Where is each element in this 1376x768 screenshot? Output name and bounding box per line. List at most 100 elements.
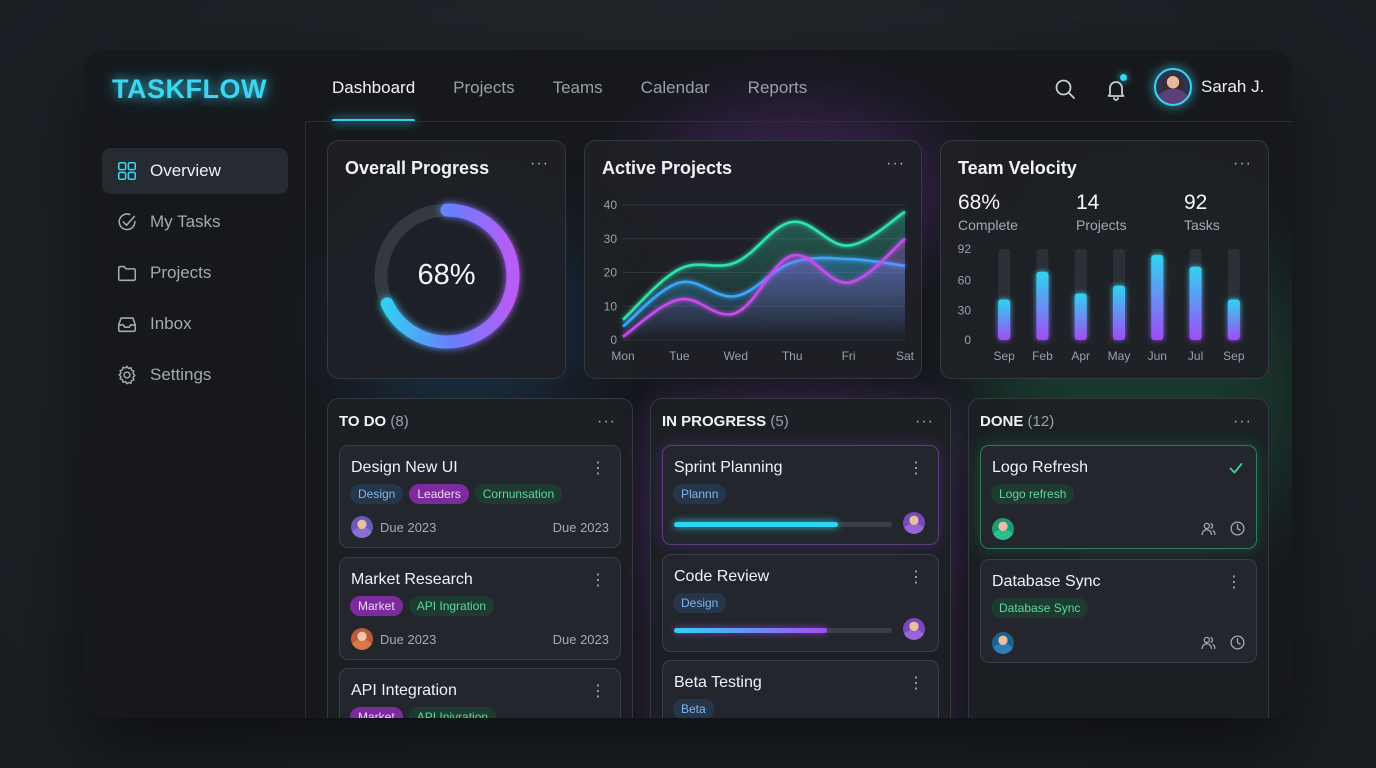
overall-progress-card: Overall Progress ··· 68%	[327, 140, 566, 379]
task-menu-icon[interactable]: ⋮	[1226, 574, 1242, 591]
nav-projects[interactable]: Projects	[453, 78, 515, 97]
x-tick-label: May	[1108, 349, 1131, 363]
avatar	[992, 518, 1014, 540]
due-date: Due 2023	[552, 632, 609, 647]
sidebar: Overview My Tasks Projects Inbox	[84, 122, 305, 718]
progress-bar-fill	[674, 522, 838, 527]
more-options-icon[interactable]: ···	[886, 155, 905, 172]
users-icon[interactable]	[1200, 634, 1217, 651]
more-options-icon[interactable]: ···	[1233, 413, 1252, 430]
task-footer: Due 2023 Due 2023	[351, 516, 609, 538]
x-tick-label: Jun	[1148, 349, 1167, 363]
bar	[998, 299, 1011, 340]
tag: Cornunsation	[474, 484, 563, 504]
task-menu-icon[interactable]: ⋮	[590, 683, 606, 700]
bar	[1151, 254, 1164, 340]
avatar	[1154, 68, 1192, 106]
sidebar-item-inbox[interactable]: Inbox	[102, 301, 288, 347]
task-card[interactable]: Beta Testing ⋮ Beta	[662, 660, 939, 718]
stat-label: Tasks	[1184, 217, 1220, 233]
more-options-icon[interactable]: ···	[1233, 155, 1252, 172]
column-header: DONE (12)	[980, 413, 1054, 430]
task-card[interactable]: Market Research ⋮ Market API Ingration D…	[339, 557, 621, 660]
tag-list: Database Sync	[991, 598, 1094, 618]
column-header: IN PROGRESS (5)	[662, 413, 789, 430]
tag-list: Plannn	[673, 484, 732, 504]
progress-bar-fill	[674, 628, 827, 633]
task-card[interactable]: Database Sync ⋮ Database Sync	[980, 559, 1257, 663]
search-icon[interactable]	[1053, 77, 1077, 101]
tag: Market	[350, 596, 403, 616]
sidebar-item-my-tasks[interactable]: My Tasks	[102, 199, 288, 245]
user-menu[interactable]: Sarah J.	[1154, 68, 1264, 106]
column-count: (5)	[770, 413, 789, 430]
card-title: Active Projects	[602, 158, 733, 178]
bell-icon[interactable]	[1104, 74, 1128, 101]
card-title: Team Velocity	[958, 158, 1077, 178]
app-window: TASKFLOW Dashboard Projects Teams Calend…	[84, 50, 1292, 718]
users-icon[interactable]	[1200, 520, 1217, 537]
kanban-column-in-progress: IN PROGRESS (5) ··· Sprint Planning ⋮ Pl…	[650, 398, 951, 718]
nav-reports[interactable]: Reports	[747, 78, 808, 97]
avatar	[351, 628, 373, 650]
task-menu-icon[interactable]: ⋮	[908, 675, 924, 692]
check-icon[interactable]	[1228, 460, 1244, 476]
inbox-icon	[117, 317, 137, 333]
tag: Logo refresh	[991, 484, 1075, 504]
task-card[interactable]: Sprint Planning ⋮ Plannn	[662, 445, 939, 545]
task-menu-icon[interactable]: ⋮	[908, 569, 924, 586]
column-title: IN PROGRESS	[662, 413, 767, 430]
clock-icon[interactable]	[1229, 634, 1246, 651]
avatar	[903, 618, 925, 640]
x-tick-label: Tue	[669, 349, 690, 363]
sidebar-item-settings[interactable]: Settings	[102, 352, 288, 398]
progress-ring	[374, 203, 520, 349]
nav-teams[interactable]: Teams	[552, 78, 603, 97]
x-tick-label: Wed	[724, 349, 748, 363]
task-card[interactable]: API Integration ⋮ Market API Inivration	[339, 668, 621, 718]
more-options-icon[interactable]: ···	[597, 413, 616, 430]
sidebar-divider	[305, 122, 306, 718]
stat-value: 68%	[958, 191, 1001, 214]
y-tick-label: 92	[958, 242, 972, 256]
progress-bar	[674, 522, 892, 527]
more-options-icon[interactable]: ···	[915, 413, 934, 430]
nav-dashboard[interactable]: Dashboard	[332, 50, 416, 122]
tag: Design	[673, 593, 727, 613]
stat-value: 92	[1184, 191, 1208, 214]
x-tick-label: Feb	[1032, 349, 1053, 363]
task-card[interactable]: Logo Refresh Logo refresh	[980, 445, 1257, 549]
bar	[1227, 299, 1240, 340]
nav-calendar[interactable]: Calendar	[640, 78, 710, 97]
y-tick-label: 20	[604, 266, 618, 280]
task-menu-icon[interactable]: ⋮	[590, 460, 606, 477]
bar	[1036, 271, 1049, 340]
more-options-icon[interactable]: ···	[530, 155, 549, 172]
grid-icon	[117, 161, 137, 181]
tag-list: Logo refresh	[991, 484, 1080, 504]
stat-label: Complete	[958, 217, 1018, 233]
column-title: TO DO	[339, 413, 387, 430]
sidebar-item-overview[interactable]: Overview	[102, 148, 288, 194]
task-card[interactable]: Design New UI ⋮ Design Leaders Cornunsat…	[339, 445, 621, 548]
x-tick-label: Fri	[842, 349, 856, 363]
task-actions	[1188, 634, 1246, 651]
tag-list: Design Leaders Cornunsation	[350, 484, 568, 504]
series-area	[623, 238, 905, 340]
stat-value: 14	[1076, 191, 1100, 214]
task-card[interactable]: Code Review ⋮ Design	[662, 554, 939, 652]
y-tick-label: 60	[958, 274, 972, 288]
due-date: Due 2023	[380, 520, 437, 535]
column-title: DONE	[980, 413, 1024, 430]
task-menu-icon[interactable]: ⋮	[908, 460, 924, 477]
app-logo[interactable]: TASKFLOW	[112, 74, 267, 104]
avatar	[903, 512, 925, 534]
folder-icon	[117, 265, 137, 282]
tag-list: Beta	[673, 699, 720, 718]
active-projects-line-chart: 0 10 20 30 40 Mon Tue Wed Thu Fri Sat	[604, 198, 915, 363]
sidebar-item-projects[interactable]: Projects	[102, 250, 288, 296]
column-header: TO DO (8)	[339, 413, 409, 430]
clock-icon[interactable]	[1229, 520, 1246, 537]
task-menu-icon[interactable]: ⋮	[590, 572, 606, 589]
progress-ring-fill	[374, 203, 520, 349]
